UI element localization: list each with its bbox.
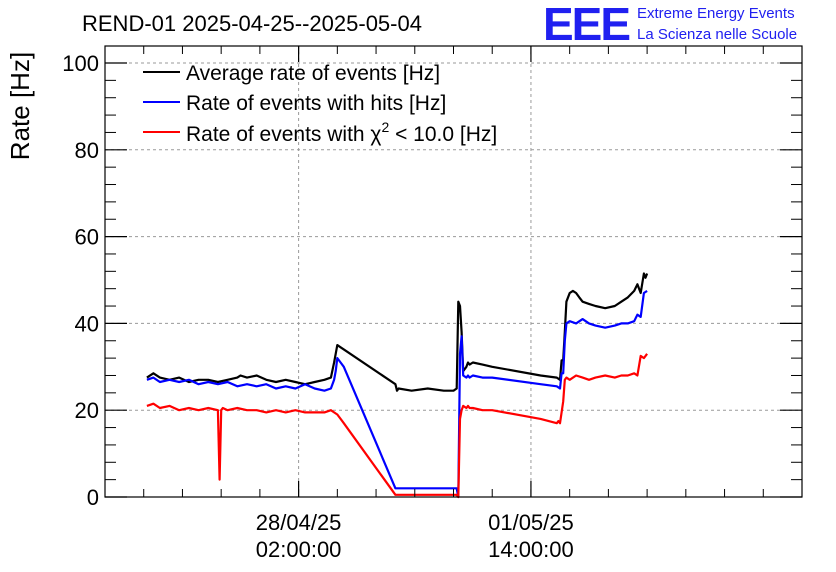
y-tick-label: 40 (75, 311, 99, 336)
x-tick-label-date: 01/05/25 (488, 510, 574, 535)
x-tick-label-date: 28/04/25 (256, 510, 342, 535)
y-axis-label: Rate [Hz] (5, 52, 35, 160)
y-tick-label: 60 (75, 225, 99, 250)
y-tick-label: 20 (75, 398, 99, 423)
y-tick-label: 100 (62, 51, 99, 76)
legend-label-hits: Rate of events with hits [Hz] (186, 92, 446, 115)
legend: Average rate of events [Hz] Rate of even… (143, 62, 497, 146)
org-name-line1: Extreme Energy Events (637, 5, 795, 22)
legend-label-average: Average rate of events [Hz] (186, 62, 440, 85)
series-hits-line (146, 289, 648, 499)
chart-title: REND-01 2025-04-25--2025-05-04 (82, 11, 422, 36)
legend-label-chi2-main: Rate of events with χ (186, 123, 381, 146)
series-average-line (146, 272, 649, 392)
legend-label-chi2-tail: < 10.0 [Hz] (389, 123, 497, 146)
eee-logo: EEE (543, 0, 629, 50)
series-layer (146, 272, 649, 499)
org-name-line2: La Scienza nelle Scuole (637, 26, 797, 43)
x-tick-label-time: 02:00:00 (256, 537, 342, 562)
series-chi2-line (146, 353, 648, 499)
legend-label-chi2-sup: 2 (381, 119, 389, 135)
x-tick-label-time: 14:00:00 (488, 537, 574, 562)
legend-label-chi2: Rate of events with χ2 < 10.0 [Hz] (186, 119, 497, 146)
y-tick-label: 0 (87, 485, 99, 510)
y-tick-label: 80 (75, 138, 99, 163)
